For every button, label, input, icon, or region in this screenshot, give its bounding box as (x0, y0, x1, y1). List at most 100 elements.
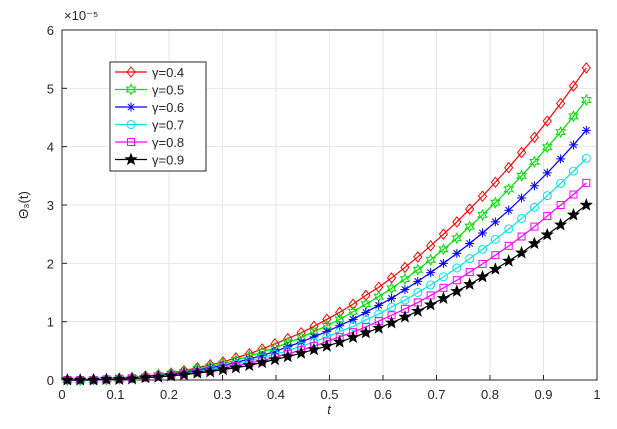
marker (151, 370, 165, 383)
marker (60, 373, 74, 386)
y-tick-label: 1 (47, 315, 54, 330)
marker (503, 183, 515, 196)
x-axis-label: t (327, 402, 332, 417)
marker (86, 373, 101, 386)
marker (229, 360, 243, 374)
marker (126, 102, 136, 112)
marker (581, 153, 591, 163)
marker (138, 370, 153, 384)
marker (514, 245, 529, 259)
marker (556, 154, 566, 164)
marker (452, 263, 462, 273)
marker (568, 80, 579, 92)
marker (504, 241, 513, 250)
marker (554, 217, 568, 231)
marker (438, 243, 449, 256)
marker (477, 190, 488, 203)
marker (502, 254, 516, 267)
marker (322, 313, 332, 326)
marker (398, 310, 412, 323)
marker (452, 276, 461, 285)
marker (374, 300, 384, 310)
marker (335, 321, 345, 331)
y-tick-label: 6 (47, 23, 54, 38)
marker (62, 373, 73, 387)
marker (426, 268, 436, 278)
marker (126, 120, 136, 129)
marker (126, 66, 136, 78)
marker (463, 277, 477, 290)
marker (568, 140, 578, 150)
marker (542, 115, 552, 127)
marker (579, 198, 593, 211)
marker (164, 368, 178, 382)
marker (527, 236, 542, 250)
marker (127, 138, 135, 146)
marker (125, 83, 137, 96)
marker (309, 332, 319, 342)
marker (438, 258, 448, 268)
marker (543, 212, 552, 221)
y-tick-label: 2 (47, 256, 54, 271)
marker (451, 232, 463, 245)
marker (348, 298, 358, 310)
marker (541, 141, 553, 154)
marker (475, 269, 490, 283)
marker (491, 251, 500, 260)
legend-label: γ=0.6 (152, 100, 184, 115)
marker (99, 372, 114, 386)
marker (124, 152, 138, 166)
marker (73, 373, 87, 386)
marker (270, 346, 280, 356)
y-tick-label: 4 (47, 140, 54, 155)
x-tick-label: 0.3 (213, 387, 231, 402)
marker (113, 372, 125, 385)
marker (529, 181, 539, 191)
marker (203, 364, 217, 378)
marker (322, 327, 332, 337)
legend-label: γ=0.7 (152, 118, 184, 133)
marker (452, 248, 462, 258)
marker (413, 251, 423, 263)
marker (372, 321, 386, 334)
y-axis-label: Θ₃(t) (16, 191, 31, 219)
marker (74, 373, 86, 387)
marker (438, 272, 448, 282)
marker (268, 352, 282, 366)
legend-box (109, 61, 207, 172)
marker (255, 355, 269, 369)
x-tick-label: 0.8 (481, 387, 499, 402)
y-tick-label: 0 (47, 373, 54, 388)
x-tick-label: 0 (58, 387, 65, 402)
marker (386, 282, 397, 295)
marker (333, 335, 347, 348)
marker (569, 190, 578, 199)
marker (320, 339, 334, 352)
marker (540, 227, 554, 241)
marker (281, 349, 295, 363)
marker (400, 285, 410, 295)
x-tick-label: 1 (593, 387, 600, 402)
marker (542, 168, 552, 178)
marker (504, 205, 514, 215)
marker (504, 224, 514, 234)
legend-label: γ=0.5 (152, 83, 184, 98)
marker (517, 213, 527, 223)
marker (346, 330, 360, 344)
marker (425, 240, 436, 252)
marker (465, 239, 475, 248)
marker (438, 228, 449, 240)
x-tick-label: 0.7 (427, 387, 445, 402)
y-multiplier: ×10⁻⁵ (64, 8, 98, 23)
marker (517, 193, 527, 203)
marker (101, 373, 112, 386)
marker (125, 371, 139, 385)
marker (413, 288, 423, 297)
marker (436, 291, 451, 304)
marker (580, 93, 592, 107)
marker (490, 196, 501, 209)
marker (566, 207, 581, 221)
marker (294, 346, 308, 359)
marker (530, 222, 539, 231)
